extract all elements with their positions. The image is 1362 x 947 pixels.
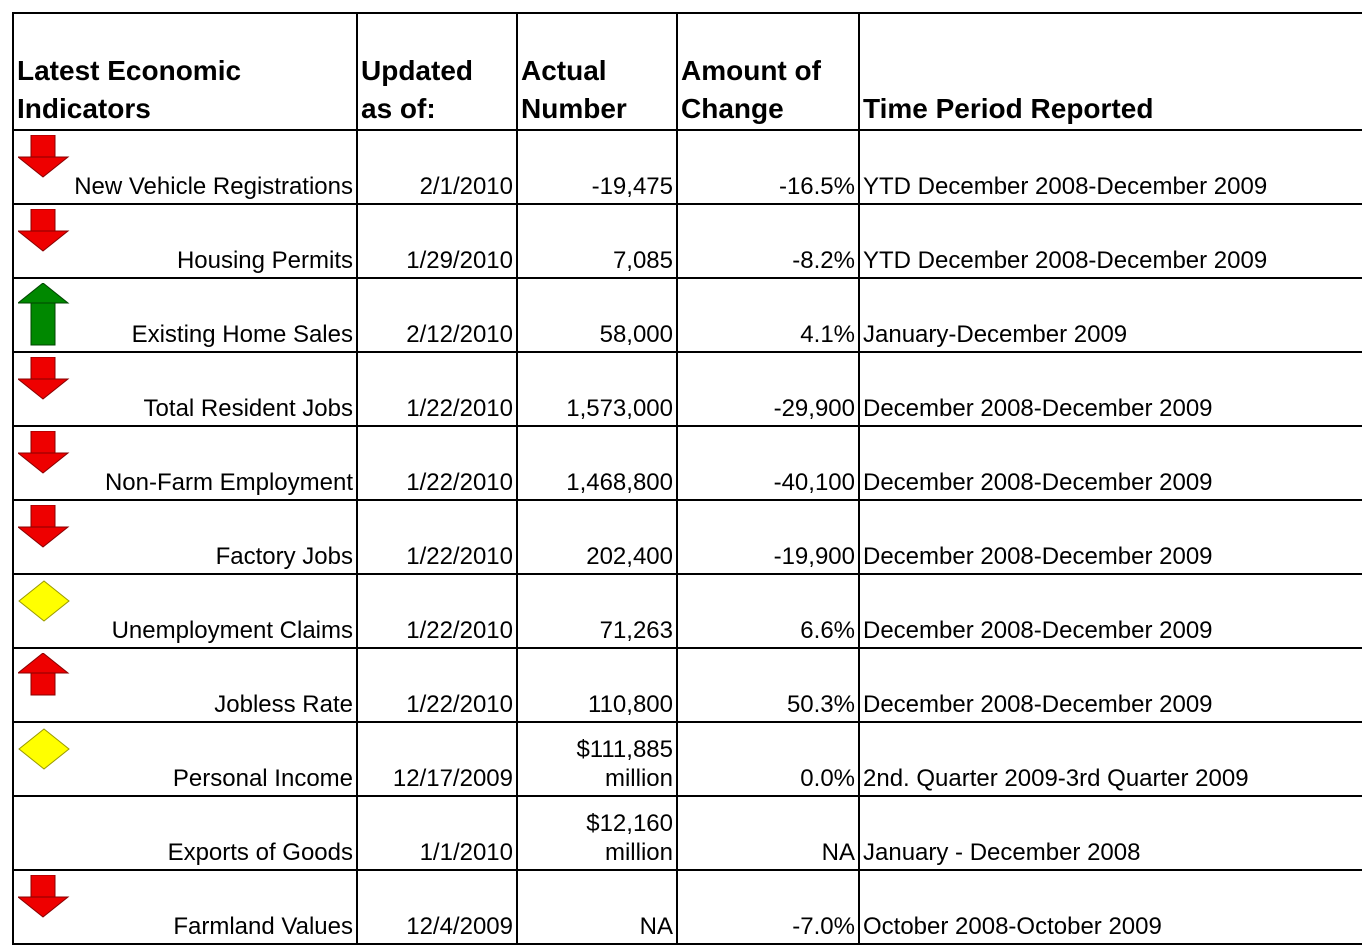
cell: 1/22/2010 <box>356 573 518 649</box>
cell: New Vehicle Registrations <box>12 129 358 205</box>
cell: December 2008-December 2009 <box>858 425 1362 501</box>
header-cell: Actual Number <box>516 12 678 131</box>
cell: YTD December 2008-December 2009 <box>858 203 1362 279</box>
row: Exports of Goods 1/1/2010 $12,160 million N… <box>12 795 1362 871</box>
cell: 1/22/2010 <box>356 499 518 575</box>
cell: NA <box>676 795 860 871</box>
cell: 1/1/2010 <box>356 795 518 871</box>
cell: -16.5% <box>676 129 860 205</box>
cell: December 2008-December 2009 <box>858 499 1362 575</box>
cell: Factory Jobs <box>12 499 358 575</box>
cell: Non-Farm Employment <box>12 425 358 501</box>
cell: 110,800 <box>516 647 678 723</box>
cell: 1/29/2010 <box>356 203 518 279</box>
cell: 1,573,000 <box>516 351 678 427</box>
cell: 58,000 <box>516 277 678 353</box>
cell: Farmland Values <box>12 869 358 945</box>
cell: Unemployment Claims <box>12 573 358 649</box>
row: Factory Jobs 1/22/2010 202,400 -19,900 Decem… <box>12 499 1362 575</box>
trend-icon <box>18 431 70 474</box>
cell: 12/4/2009 <box>356 869 518 945</box>
cell: 2nd. Quarter 2009-3rd Quarter 2009 <box>858 721 1362 797</box>
row: Farmland Values 12/4/2009 NA -7.0% October 2… <box>12 869 1362 945</box>
cell: January - December 2008 <box>858 795 1362 871</box>
cell: -7.0% <box>676 869 860 945</box>
cell: December 2008-December 2009 <box>858 351 1362 427</box>
cell: 71,263 <box>516 573 678 649</box>
cell: 2/1/2010 <box>356 129 518 205</box>
cell: -19,900 <box>676 499 860 575</box>
trend-icon <box>18 283 70 346</box>
row: Total Resident Jobs 1/22/2010 1,573,000 -29… <box>12 351 1362 427</box>
header-cell: Amount of Change <box>676 12 860 131</box>
trend-icon <box>18 653 70 696</box>
header-cell: Time Period Reported <box>858 12 1362 131</box>
row: Jobless Rate 1/22/2010 110,800 50.3% Decembe… <box>12 647 1362 723</box>
indicators-table: Latest Economic Indicators Updated as of:… <box>12 12 1362 945</box>
row: Non-Farm Employment 1/22/2010 1,468,800 -40… <box>12 425 1362 501</box>
cell: October 2008-October 2009 <box>858 869 1362 945</box>
cell: -8.2% <box>676 203 860 279</box>
cell: 1/22/2010 <box>356 351 518 427</box>
row: Personal Income 12/17/2009 $111,885 millio… <box>12 721 1362 797</box>
cell: December 2008-December 2009 <box>858 573 1362 649</box>
cell: $12,160 million <box>516 795 678 871</box>
row: Housing Permits 1/29/2010 7,085 -8.2% YTD De… <box>12 203 1362 279</box>
header-cell: Updated as of: <box>356 12 518 131</box>
cell: $111,885 million <box>516 721 678 797</box>
trend-icon <box>18 505 70 548</box>
cell: 1/22/2010 <box>356 425 518 501</box>
cell: 7,085 <box>516 203 678 279</box>
cell: Personal Income <box>12 721 358 797</box>
trend-icon <box>18 135 70 178</box>
trend-icon <box>18 357 70 400</box>
trend-icon <box>18 209 70 252</box>
cell: January-December 2009 <box>858 277 1362 353</box>
row: Unemployment Claims 1/22/2010 71,263 6.6% De… <box>12 573 1362 649</box>
cell: Exports of Goods <box>12 795 358 871</box>
cell: -40,100 <box>676 425 860 501</box>
header-cell: Latest Economic Indicators <box>12 12 358 131</box>
cell: 12/17/2009 <box>356 721 518 797</box>
trend-icon <box>18 580 70 622</box>
cell: December 2008-December 2009 <box>858 647 1362 723</box>
cell: 202,400 <box>516 499 678 575</box>
cell: 0.0% <box>676 721 860 797</box>
row: Existing Home Sales 2/12/2010 58,000 4.1% Ja… <box>12 277 1362 353</box>
trend-icon <box>18 875 70 918</box>
header-row: Latest Economic Indicators Updated as of:… <box>12 12 1362 131</box>
cell: Jobless Rate <box>12 647 358 723</box>
cell: 1,468,800 <box>516 425 678 501</box>
cell: 1/22/2010 <box>356 647 518 723</box>
cell: Total Resident Jobs <box>12 351 358 427</box>
cell: 6.6% <box>676 573 860 649</box>
cell: 4.1% <box>676 277 860 353</box>
cell: 2/12/2010 <box>356 277 518 353</box>
trend-icon <box>18 728 70 770</box>
cell: Existing Home Sales <box>12 277 358 353</box>
cell: -29,900 <box>676 351 860 427</box>
cell: Housing Permits <box>12 203 358 279</box>
cell: -19,475 <box>516 129 678 205</box>
cell: 50.3% <box>676 647 860 723</box>
row: New Vehicle Registrations 2/1/2010 -19,475… <box>12 129 1362 205</box>
cell: NA <box>516 869 678 945</box>
cell: YTD December 2008-December 2009 <box>858 129 1362 205</box>
